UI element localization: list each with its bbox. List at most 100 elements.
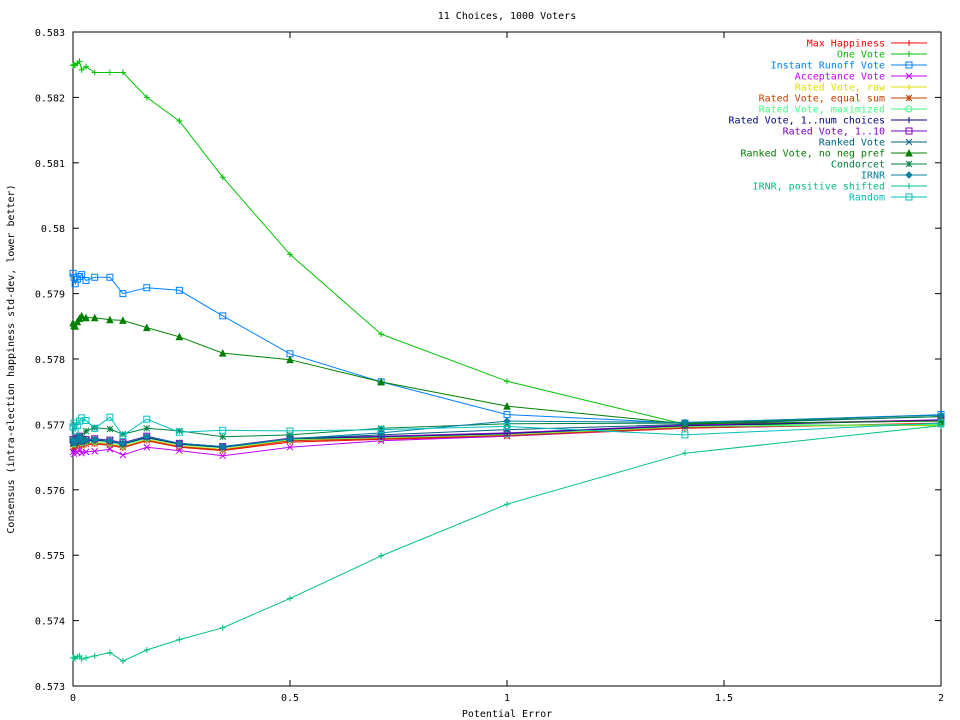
series-10 xyxy=(69,311,945,428)
series-3 xyxy=(69,421,945,460)
data-point xyxy=(83,63,90,70)
data-point xyxy=(286,355,294,364)
y-tick-label: 0.58 xyxy=(41,224,65,235)
data-point xyxy=(106,273,114,281)
legend-marker xyxy=(905,160,913,168)
data-point xyxy=(106,437,114,445)
data-point xyxy=(219,426,227,434)
x-tick-label: 1 xyxy=(504,693,510,704)
data-point xyxy=(78,449,86,457)
data-point xyxy=(119,316,127,324)
legend-marker xyxy=(905,138,913,146)
data-point xyxy=(82,313,90,322)
data-point xyxy=(219,433,227,441)
data-point xyxy=(77,311,86,320)
data-point xyxy=(71,427,79,435)
data-point xyxy=(143,94,150,101)
legend-marker xyxy=(905,193,913,201)
legend-marker xyxy=(906,117,912,123)
data-point xyxy=(176,636,183,643)
x-tick-label: 0.5 xyxy=(281,693,299,704)
data-point xyxy=(219,452,227,460)
legend-marker xyxy=(906,51,912,57)
data-point xyxy=(75,433,84,441)
data-point xyxy=(91,69,98,76)
data-point xyxy=(82,448,90,456)
legend-label: Random xyxy=(849,193,885,204)
legend-label: Rated Vote, 1..num choices xyxy=(728,116,885,127)
series-2 xyxy=(69,269,945,427)
data-point xyxy=(143,647,150,654)
y-tick-label: 0.579 xyxy=(35,290,65,301)
legend-label: Ranked Vote, no neg pref xyxy=(741,149,886,160)
data-point xyxy=(504,501,510,508)
legend-marker xyxy=(906,40,912,46)
legend-label: One Vote xyxy=(837,50,885,61)
data-point xyxy=(681,418,689,427)
x-tick-label: 0 xyxy=(70,693,76,704)
data-point xyxy=(78,66,85,73)
legend-marker xyxy=(905,171,913,179)
data-point xyxy=(504,378,510,385)
data-point xyxy=(377,377,385,386)
legend-marker xyxy=(905,61,913,69)
data-point xyxy=(175,427,183,435)
data-point xyxy=(82,427,90,435)
data-point xyxy=(287,595,293,602)
data-point xyxy=(82,436,90,444)
data-point xyxy=(286,431,294,439)
y-tick-label: 0.577 xyxy=(35,420,65,431)
data-point xyxy=(142,323,151,332)
y-tick-label: 0.573 xyxy=(35,682,65,693)
data-point xyxy=(82,416,90,424)
series-line xyxy=(72,273,942,424)
data-point xyxy=(91,652,98,659)
data-point xyxy=(119,69,126,76)
data-point xyxy=(175,286,183,294)
y-tick-label: 0.578 xyxy=(35,355,65,366)
legend-label: Rated Vote, raw xyxy=(795,83,886,94)
data-point xyxy=(82,277,90,285)
data-point xyxy=(83,654,90,661)
data-point xyxy=(377,424,385,432)
legend-marker xyxy=(905,148,913,157)
y-axis-label: Consensus (intra-election happiness std-… xyxy=(6,184,17,533)
data-point xyxy=(143,284,151,292)
data-point xyxy=(91,273,99,281)
data-point xyxy=(106,413,114,421)
data-point xyxy=(378,331,385,338)
data-point xyxy=(219,174,226,181)
data-point xyxy=(287,251,293,258)
legend-label: Instant Runoff Vote xyxy=(771,61,885,72)
data-point xyxy=(681,431,689,439)
data-point xyxy=(377,426,385,434)
data-point xyxy=(219,312,227,320)
data-point xyxy=(91,424,99,432)
data-point xyxy=(503,401,511,410)
series-13 xyxy=(70,422,944,665)
legend-marker xyxy=(905,127,913,135)
legend-marker xyxy=(905,105,913,113)
legend-marker xyxy=(905,94,913,102)
series-line xyxy=(73,425,942,662)
legend-label: IRNR xyxy=(861,171,886,182)
legend-label: Rated Vote, maximized xyxy=(759,105,885,116)
series-1 xyxy=(70,58,944,429)
data-point xyxy=(76,58,83,65)
data-point xyxy=(71,322,79,330)
data-point xyxy=(286,435,294,443)
data-point xyxy=(71,280,79,288)
legend-label: Rated Vote, 1..10 xyxy=(783,127,885,138)
data-point xyxy=(175,439,184,448)
data-point xyxy=(78,656,85,663)
legend-label: Ranked Vote xyxy=(819,138,885,149)
y-tick-label: 0.582 xyxy=(35,93,65,104)
data-point xyxy=(219,442,227,451)
data-point xyxy=(681,450,688,457)
data-point xyxy=(78,271,86,279)
legend-label: Condorcet xyxy=(831,160,885,171)
series-14 xyxy=(69,413,945,440)
data-point xyxy=(91,440,99,447)
data-point xyxy=(175,428,183,436)
